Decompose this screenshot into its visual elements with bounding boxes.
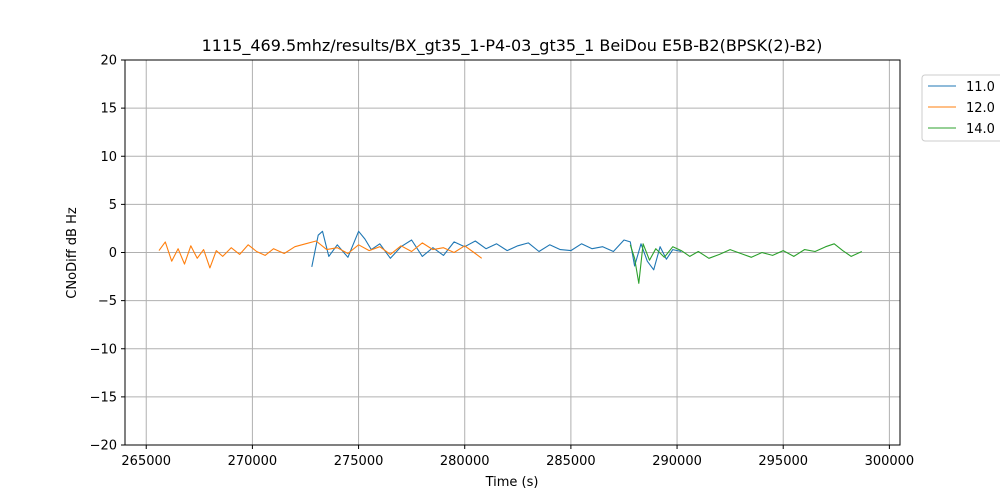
y-tick-label: 0	[109, 246, 117, 261]
chart-title: 1115_469.5mhz/results/BX_gt35_1-P4-03_gt…	[202, 36, 823, 56]
y-tick-label: −15	[90, 390, 117, 405]
y-axis-label: CNoDiff dB Hz	[65, 207, 80, 299]
legend-entry: 11.0	[966, 80, 995, 95]
legend-box	[921, 74, 1000, 142]
y-tick-label: −20	[90, 439, 117, 454]
x-tick-label: 295000	[758, 454, 808, 469]
x-tick-label: 290000	[652, 454, 702, 469]
x-tick-label: 270000	[228, 454, 278, 469]
x-tick-label: 300000	[865, 454, 915, 469]
y-tick-label: 10	[100, 150, 117, 165]
x-axis-label: Time (s)	[485, 475, 539, 490]
x-tick-label: 275000	[334, 454, 384, 469]
legend-entry: 14.0	[966, 122, 995, 137]
series-line-11.0	[311, 230, 682, 271]
tick-layer: 265000 270000 275000 280000 285000 290000 2950…	[90, 54, 915, 470]
series-line-12.0	[158, 240, 483, 269]
y-tick-label: 15	[100, 102, 117, 117]
y-tick-label: 5	[109, 198, 117, 213]
legend: 11.0 12.0 14.0	[921, 74, 1000, 142]
y-tick-label: −10	[90, 342, 117, 357]
series-layer	[158, 230, 863, 284]
y-tick-label: 20	[100, 54, 117, 69]
series-line-14.0	[629, 243, 863, 284]
legend-entry: 12.0	[966, 101, 995, 116]
x-tick-label: 265000	[121, 454, 171, 469]
x-tick-label: 280000	[440, 454, 490, 469]
x-tick-label: 285000	[546, 454, 596, 469]
y-tick-label: −5	[98, 294, 117, 309]
